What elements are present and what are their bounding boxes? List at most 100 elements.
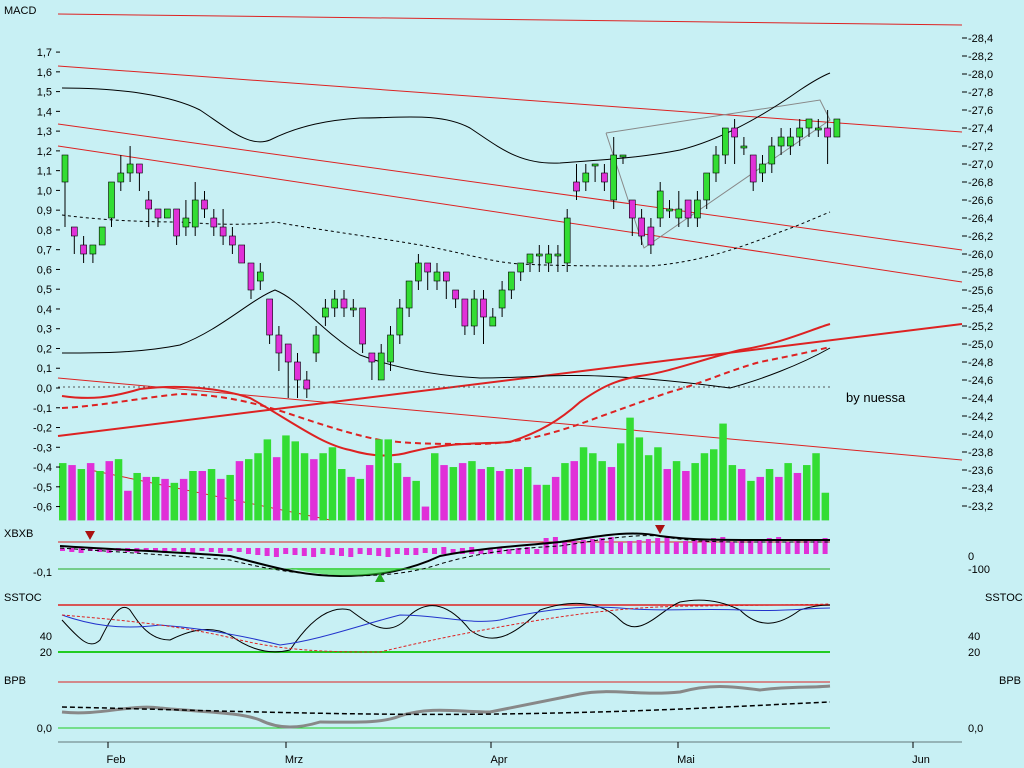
histogram-bar (533, 484, 541, 521)
candle (266, 298, 273, 344)
left-axis-tick-label: 1,5 (37, 87, 52, 99)
candle (582, 164, 590, 191)
down-candle-body (136, 163, 143, 174)
xbxb-bar (655, 538, 661, 554)
left-axis-tick-label: -0,2 (33, 423, 52, 435)
xbxb-bar (227, 548, 233, 551)
candle (554, 245, 562, 272)
histogram-bar (403, 476, 411, 521)
xbxb-bar (571, 541, 577, 554)
down-candle-body (201, 199, 208, 210)
candle (694, 191, 701, 227)
right-axis-tick-label: -23,8 (968, 447, 993, 459)
right-axis-tick-label: -23,2 (968, 501, 993, 513)
histogram-bar (96, 470, 104, 521)
histogram-bar (626, 417, 634, 521)
right-axis-tick-label: -28,4 (968, 33, 993, 45)
histogram-bar (821, 492, 830, 521)
histogram-bar (737, 469, 746, 521)
left-axis-tick-label: 0,0 (37, 383, 52, 395)
histogram-bar (328, 447, 337, 521)
down-candle-body (461, 298, 469, 327)
xbxb-bar (236, 548, 242, 552)
candle (405, 280, 413, 317)
xbxb-bar (301, 548, 307, 556)
xbxb-bar (813, 539, 819, 554)
candle (452, 289, 459, 308)
up-candle-body (489, 316, 497, 327)
left-axis-tick-label: 1,3 (37, 126, 52, 138)
histogram-bar (486, 467, 495, 521)
histogram-bar (226, 474, 234, 521)
xbxb-signal-line (59, 535, 830, 577)
right-axis-tick-label: -27,6 (968, 105, 993, 117)
x-axis-tick-label: Feb (107, 754, 126, 766)
histogram-bar (812, 453, 820, 521)
xbxb-bar (348, 548, 354, 557)
candle (759, 155, 766, 182)
sstoc-d-line (61, 606, 831, 646)
up-candle-body (721, 127, 729, 156)
histogram-bar (105, 461, 113, 521)
histogram-bar (570, 461, 578, 521)
xbxb-bar (692, 540, 698, 554)
xbxb-bar (69, 548, 75, 552)
candle (359, 307, 366, 353)
left-axis-tick-label: -0,4 (33, 462, 52, 474)
candle (247, 262, 255, 299)
candle (563, 209, 571, 272)
histogram-bar (793, 472, 802, 521)
xbxb-bar (143, 548, 149, 551)
candle (191, 182, 199, 236)
xbxb-bar (487, 548, 493, 554)
up-candle-body (517, 262, 525, 273)
histogram-bar (124, 490, 132, 521)
up-candle-body (563, 217, 571, 264)
up-candle-body (89, 244, 97, 255)
candle (517, 262, 525, 281)
xbxb-bar (552, 537, 558, 554)
histogram-bar (170, 482, 179, 521)
histogram-bar (59, 463, 67, 521)
down-candle-body (424, 262, 432, 273)
histogram-bar (514, 469, 523, 521)
candle (591, 163, 599, 182)
up-candle-body (191, 199, 199, 228)
sstoc-panel-title-right: SSTOC (985, 592, 1023, 604)
sell-marker-1 (85, 531, 95, 540)
candle (526, 253, 534, 272)
xbxb-bar (748, 540, 754, 554)
histogram-bar (263, 439, 272, 521)
candle (833, 118, 841, 138)
right-axis-tick-label: -28,0 (968, 69, 993, 81)
up-candle-body (666, 208, 673, 212)
xbxb-bar (580, 540, 586, 554)
up-candle-body (833, 118, 841, 138)
histogram-bar (477, 469, 485, 521)
xbxb-bar (804, 540, 809, 554)
up-candle-body (349, 307, 357, 311)
left-axis-tick-label: 1,0 (37, 185, 52, 197)
candle (201, 191, 208, 218)
down-candle-body (173, 208, 180, 237)
xbxb-bar (255, 548, 261, 555)
up-candle-body (98, 226, 106, 246)
down-candle-body (275, 334, 283, 354)
down-candle-body (368, 352, 376, 363)
left-axis-tick-label: 0,1 (37, 363, 52, 375)
candle (731, 119, 738, 164)
sstoc-left-tick-40: 40 (40, 631, 52, 643)
candle (294, 353, 301, 398)
up-candle-body (415, 262, 422, 282)
candle (433, 263, 441, 290)
down-candle-body (210, 217, 218, 228)
right-axis-tick-label: -26,8 (968, 177, 993, 189)
down-candle-body (154, 208, 162, 219)
xbxb-bar (515, 548, 521, 554)
histogram-bar (356, 478, 365, 521)
histogram-bar (728, 465, 737, 521)
x-axis: Feb Mrz Apr Mai Jun (58, 741, 962, 766)
candle (108, 181, 115, 227)
down-candle-body (628, 199, 636, 219)
xbxb-bar (766, 538, 772, 554)
